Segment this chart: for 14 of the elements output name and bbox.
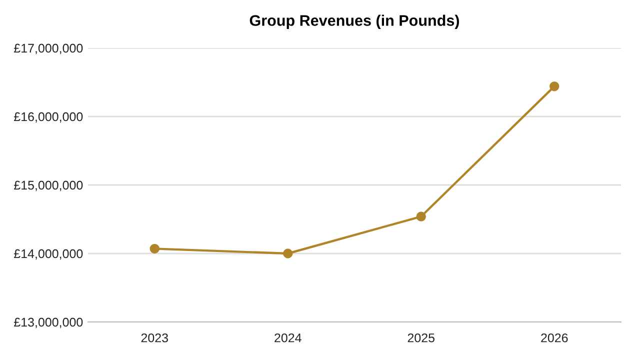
x-tick-label: 2024 bbox=[274, 333, 302, 342]
x-tick-label: 2023 bbox=[141, 333, 168, 342]
x-tick-label: 2025 bbox=[408, 333, 435, 342]
point bbox=[550, 82, 560, 92]
y-tick-label: £15,000,000 bbox=[14, 180, 83, 192]
y-tick-label: £14,000,000 bbox=[14, 249, 83, 260]
y-tick-label: £16,000,000 bbox=[14, 112, 83, 123]
y-tick-label: £17,000,000 bbox=[14, 44, 83, 54]
point bbox=[416, 212, 426, 222]
x-tick-label: 2026 bbox=[541, 333, 568, 342]
y-tick-label: £13,000,000 bbox=[14, 318, 83, 328]
point bbox=[150, 244, 160, 254]
point bbox=[283, 248, 293, 258]
chart-title: Group Revenues (in Pounds) bbox=[250, 14, 460, 29]
